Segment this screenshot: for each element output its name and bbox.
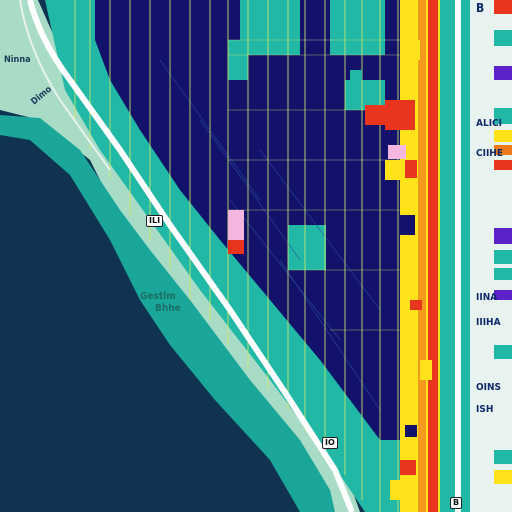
block xyxy=(330,0,385,55)
road-shield-2[interactable]: IO xyxy=(322,437,338,449)
corner-label: B xyxy=(476,1,484,15)
right-road xyxy=(455,0,461,512)
coastal-road[interactable] xyxy=(27,0,355,512)
road-shield-1[interactable]: ILI xyxy=(146,215,164,227)
right-label-4: IIIHA xyxy=(476,317,501,328)
coastal-road-edge xyxy=(19,0,111,171)
hotspots xyxy=(228,40,432,500)
right-label-2: CIIHE xyxy=(476,148,503,159)
legend-swatches xyxy=(494,0,512,484)
block xyxy=(228,40,248,80)
arterial-red xyxy=(428,0,438,512)
right-label-6: ISH xyxy=(476,404,493,415)
road-shield-3[interactable]: B xyxy=(450,497,463,509)
block xyxy=(288,225,326,270)
shore-label-2: Bhhe xyxy=(155,303,181,314)
shore-label-1: Gestlm xyxy=(140,291,176,302)
top-left-label-1: Ninna xyxy=(4,55,31,65)
block xyxy=(240,0,300,55)
arterial-orange xyxy=(418,0,426,512)
coastal-band xyxy=(0,115,335,512)
right-label-3: IINA xyxy=(476,292,497,303)
right-label-5: OINS xyxy=(476,382,501,393)
right-label-1: ALICI xyxy=(476,118,502,129)
